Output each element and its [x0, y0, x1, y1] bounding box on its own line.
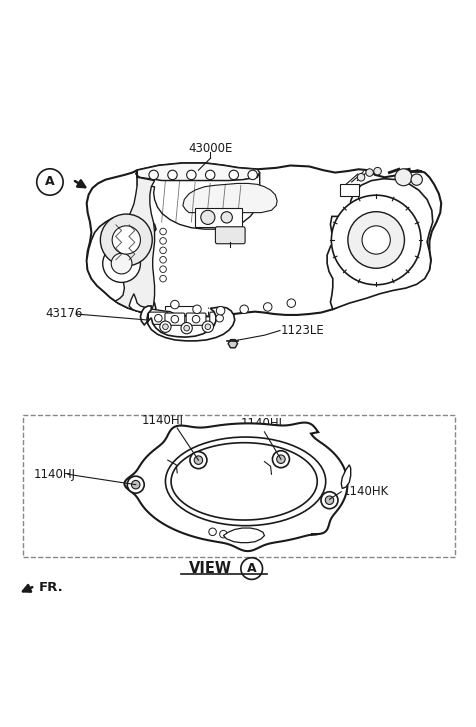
Polygon shape: [129, 294, 175, 317]
Text: VIEW: VIEW: [188, 561, 231, 576]
Circle shape: [208, 528, 216, 536]
Circle shape: [202, 321, 213, 332]
Circle shape: [331, 195, 420, 285]
Circle shape: [183, 325, 189, 331]
FancyBboxPatch shape: [339, 185, 358, 196]
Polygon shape: [136, 163, 259, 180]
Circle shape: [320, 491, 337, 509]
FancyBboxPatch shape: [186, 313, 206, 325]
Circle shape: [162, 324, 168, 329]
Circle shape: [394, 169, 411, 186]
Circle shape: [200, 210, 215, 225]
Circle shape: [149, 170, 158, 180]
Text: 43000E: 43000E: [188, 142, 232, 156]
Circle shape: [230, 532, 238, 539]
Circle shape: [170, 300, 178, 309]
Circle shape: [159, 276, 166, 282]
Text: A: A: [247, 562, 256, 575]
Polygon shape: [327, 179, 432, 309]
Circle shape: [111, 253, 132, 274]
Circle shape: [192, 305, 201, 313]
Text: 43176: 43176: [45, 308, 82, 321]
Circle shape: [171, 316, 178, 323]
Circle shape: [154, 315, 162, 322]
FancyBboxPatch shape: [22, 415, 455, 557]
Circle shape: [168, 170, 177, 180]
Circle shape: [276, 455, 285, 463]
Circle shape: [248, 170, 257, 180]
Circle shape: [357, 174, 364, 181]
Text: 1140HJ: 1140HJ: [141, 414, 183, 427]
Circle shape: [240, 558, 262, 579]
Circle shape: [192, 316, 199, 323]
Circle shape: [365, 169, 373, 177]
Circle shape: [159, 228, 166, 235]
Circle shape: [228, 170, 238, 180]
Polygon shape: [171, 443, 317, 520]
FancyBboxPatch shape: [148, 312, 168, 324]
Polygon shape: [137, 172, 259, 229]
Circle shape: [159, 238, 166, 244]
FancyBboxPatch shape: [165, 313, 184, 325]
Text: 1140HJ: 1140HJ: [240, 417, 282, 430]
Polygon shape: [223, 528, 264, 542]
Text: 1123LE: 1123LE: [280, 324, 324, 337]
Circle shape: [127, 476, 144, 493]
Circle shape: [194, 456, 202, 465]
Text: 1140HJ: 1140HJ: [33, 467, 75, 481]
FancyBboxPatch shape: [215, 227, 245, 244]
Circle shape: [37, 169, 63, 195]
Circle shape: [373, 167, 380, 175]
Circle shape: [263, 302, 271, 311]
Polygon shape: [228, 340, 237, 348]
Polygon shape: [140, 306, 234, 341]
Circle shape: [219, 531, 227, 538]
Circle shape: [220, 212, 232, 223]
Polygon shape: [340, 465, 350, 489]
Ellipse shape: [165, 437, 325, 526]
Circle shape: [100, 214, 152, 266]
Circle shape: [205, 170, 215, 180]
Circle shape: [347, 212, 404, 268]
Circle shape: [216, 307, 224, 315]
Circle shape: [159, 247, 166, 254]
Polygon shape: [182, 183, 277, 212]
Circle shape: [159, 266, 166, 273]
Circle shape: [239, 305, 248, 313]
Text: 1140HK: 1140HK: [341, 485, 387, 498]
FancyBboxPatch shape: [195, 208, 242, 227]
Circle shape: [180, 323, 192, 334]
Circle shape: [159, 321, 171, 332]
Polygon shape: [87, 215, 156, 314]
Circle shape: [287, 299, 295, 308]
Circle shape: [205, 324, 210, 329]
Text: A: A: [45, 175, 55, 188]
Circle shape: [189, 451, 207, 469]
Circle shape: [410, 174, 421, 185]
Polygon shape: [115, 170, 154, 314]
Circle shape: [102, 245, 140, 282]
Circle shape: [159, 257, 166, 263]
Circle shape: [272, 451, 289, 467]
Circle shape: [216, 315, 223, 322]
Polygon shape: [124, 422, 347, 551]
Polygon shape: [87, 163, 440, 316]
FancyBboxPatch shape: [209, 312, 229, 324]
Circle shape: [186, 170, 196, 180]
Circle shape: [361, 226, 389, 254]
Circle shape: [112, 226, 140, 254]
Circle shape: [131, 481, 139, 489]
Text: FR.: FR.: [39, 581, 64, 594]
Circle shape: [325, 496, 333, 505]
